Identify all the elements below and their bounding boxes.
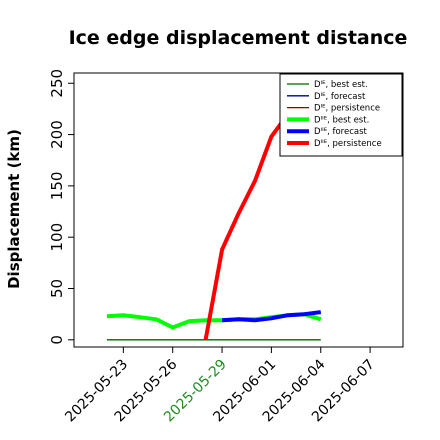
legend-label: Dᴵᴵᴱ, forecast — [314, 127, 368, 137]
y-axis-label: Displacement (km) — [5, 129, 23, 289]
legend-label: Dᴵᴱ, persistence — [314, 104, 380, 114]
y-tick-label: 50 — [48, 279, 66, 298]
y-tick-label: 150 — [48, 172, 66, 201]
legend-label: Dᴵᴵᴱ, best est. — [314, 115, 369, 125]
chart-title: Ice edge displacement distance — [69, 27, 408, 49]
legend-label: Dᴵᴱ, best est. — [314, 80, 368, 90]
y-tick-label: 200 — [48, 120, 66, 149]
legend: Dᴵᴱ, best est. Dᴵᴱ, forecast Dᴵᴱ, persiste… — [279, 73, 403, 157]
series-line-4 — [221, 310, 322, 323]
legend-label: Dᴵᴵᴱ, persistence — [314, 139, 382, 149]
plot-frame — [73, 72, 404, 348]
y-tick-label: 0 — [48, 335, 66, 345]
y-tick-label: 100 — [48, 223, 66, 252]
legend-label: Dᴵᴱ, forecast — [314, 92, 366, 102]
y-tick-label: 250 — [48, 69, 66, 98]
